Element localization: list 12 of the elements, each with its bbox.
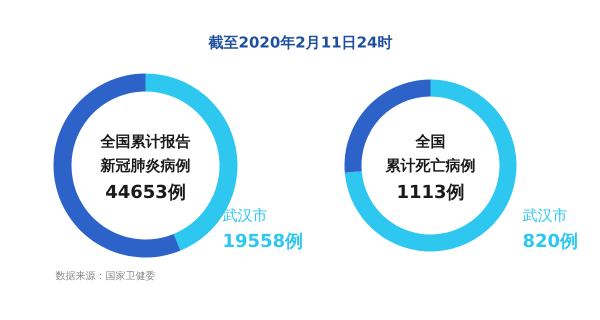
text: 1113例 — [396, 182, 465, 203]
text: 44653例 — [105, 182, 186, 203]
data-label: 820例 — [522, 231, 578, 252]
text: 全国 — [414, 132, 446, 150]
chart-title: 截至2020年2月11日24时 — [208, 34, 392, 52]
text: 累计死亡病例 — [384, 156, 476, 174]
slice-label: 武汉市 — [522, 206, 568, 224]
slice-label: 武汉市 — [222, 206, 268, 224]
text: 新冠肺炎病例 — [100, 156, 190, 174]
data-label: 19558例 — [222, 231, 304, 252]
source-note: 数据来源：国家卫健委 — [56, 270, 156, 282]
text: 全国累计报告 — [100, 132, 190, 150]
